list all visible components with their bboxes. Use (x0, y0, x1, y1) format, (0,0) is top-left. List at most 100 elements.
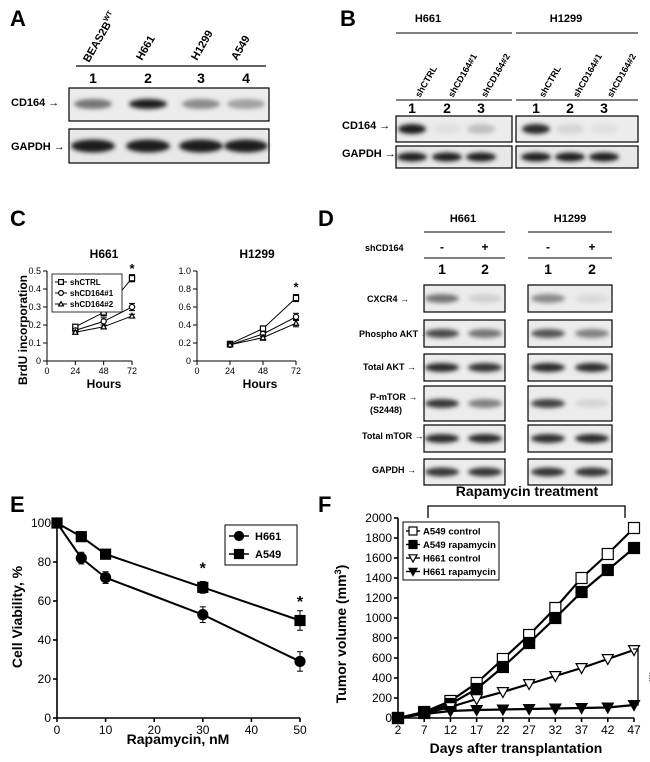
data-point (292, 294, 300, 302)
treatment-bracket (427, 505, 626, 518)
lane-number: 3 (477, 100, 485, 116)
y-tick-label: 0.2 (28, 320, 41, 330)
band-gapdh (126, 139, 170, 153)
y-tick-label: 0 (186, 356, 191, 366)
band-cd164 (433, 124, 461, 134)
data-point (71, 328, 79, 335)
band (468, 399, 502, 408)
y-tick-label: 1.0 (178, 266, 191, 276)
lane-number: 1 (408, 100, 416, 116)
data-point (470, 682, 483, 696)
data-point (627, 541, 641, 555)
y-tick-label: 0.1 (28, 338, 41, 348)
x-tick-label: 40 (245, 723, 259, 737)
lane-number: 2 (566, 100, 574, 116)
data-point (259, 333, 267, 341)
y-tick-label: 600 (372, 651, 392, 665)
condition-label: shCD164 (365, 243, 404, 253)
y-tick-label: 80 (38, 555, 52, 569)
significance-star: * (293, 280, 299, 295)
band-cd164 (74, 99, 112, 109)
band-cd164 (467, 124, 495, 134)
sign-minus: - (440, 240, 444, 254)
lane-label-h661: H661 (134, 34, 158, 63)
data-point (99, 571, 112, 584)
band (468, 434, 502, 443)
band (468, 467, 502, 477)
band (575, 329, 609, 338)
band-gapdh (521, 152, 551, 162)
row-label-phospho-akt: Phospho AKT → (359, 329, 430, 339)
y-tick-label: 1600 (365, 551, 392, 565)
data-point (128, 303, 136, 311)
data-point (522, 678, 536, 691)
x-tick-label: 47 (627, 723, 641, 737)
y-tick-label: 400 (372, 671, 392, 685)
legend: H661 A549 (224, 524, 298, 566)
legend-marker (233, 548, 245, 560)
series-line (397, 703, 635, 720)
group-label-h1299: H1299 (550, 13, 582, 25)
chart-title-h1299: H1299 (239, 247, 275, 261)
data-point (523, 636, 536, 650)
data-point (496, 686, 510, 699)
data-point (259, 325, 267, 332)
significance-bracket (633, 648, 639, 706)
band (468, 294, 502, 303)
significance-star: * (297, 594, 304, 611)
y-axis-label: BrdU incorporation (16, 275, 30, 385)
band (468, 329, 502, 338)
panel-a-label: A (10, 6, 26, 31)
significance-star: * (129, 261, 135, 276)
data-point (128, 275, 136, 282)
series-line (397, 527, 635, 720)
y-tick-label: 0.6 (178, 302, 191, 312)
data-point (575, 585, 588, 599)
x-tick-label: 48 (258, 366, 268, 376)
row-label-s2448: (S2448) (370, 405, 402, 415)
legend: A549 control A549 rapamycin H661 control H6… (402, 521, 500, 581)
legend-label: shCD164#1 (70, 289, 114, 298)
y-tick-label: 20 (38, 672, 52, 686)
lane-label-shcd164-2: shCD164#2 (605, 52, 638, 99)
band (575, 467, 609, 477)
band (531, 434, 565, 443)
row-label-cd164: CD164 → (342, 120, 390, 132)
panel-a-lane-labels: BEAS2BWT H661 H1299 A549 (81, 9, 253, 64)
x-tick-label: 0 (54, 723, 61, 737)
data-point (292, 319, 300, 326)
lane-number: 1 (89, 70, 97, 86)
lane-number: 4 (242, 70, 250, 86)
panel-f-label: F (318, 492, 331, 517)
lane-number: 3 (197, 70, 205, 86)
y-tick-label: 0 (44, 711, 51, 725)
x-tick-label: 20 (148, 723, 162, 737)
group-label-h661: H661 (450, 213, 476, 225)
blot-a-cd164 (68, 87, 270, 122)
y-tick-label: 0.3 (28, 302, 41, 312)
lane-number: 2 (481, 261, 489, 277)
lane-label-h1299: H1299 (189, 28, 216, 62)
x-tick-label: 72 (291, 366, 301, 376)
legend-label: shCD164#2 (70, 300, 114, 309)
y-tick-label: 200 (372, 691, 392, 705)
panel-b-label: B (340, 6, 356, 31)
data-point (627, 521, 641, 535)
y-tick-label: 40 (38, 633, 52, 647)
lane-number: 3 (600, 100, 608, 116)
data-point (99, 548, 112, 560)
data-point (496, 660, 509, 674)
data-point (470, 704, 484, 717)
x-tick-label: 22 (496, 723, 510, 737)
band (425, 467, 459, 477)
data-point (601, 547, 614, 561)
blot-b-gapdh (395, 145, 639, 169)
x-tick-label: 17 (470, 723, 484, 737)
band (531, 329, 565, 338)
band-gapdh (224, 139, 268, 153)
y-tick-label: 0 (385, 711, 392, 725)
legend-label: H661 (255, 531, 281, 543)
band-gapdh (555, 152, 585, 162)
band (425, 434, 459, 443)
lane-label-shctrl: shCTRL (413, 64, 439, 99)
